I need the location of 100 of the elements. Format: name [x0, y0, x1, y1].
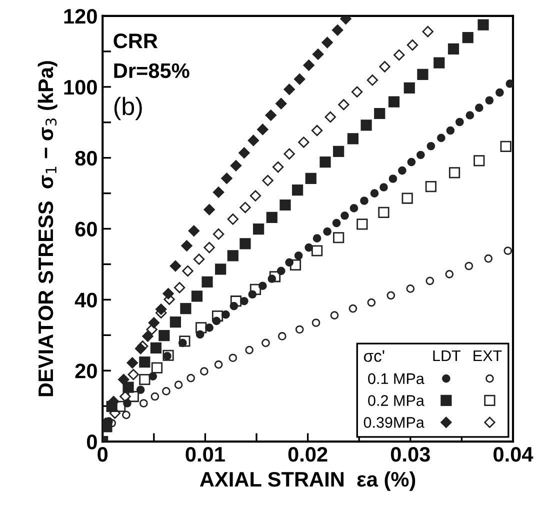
point	[500, 140, 512, 152]
point	[148, 317, 160, 328]
x-tick-label: 0.02	[288, 446, 328, 462]
annotation: EXT	[474, 350, 502, 362]
point	[348, 304, 358, 313]
point	[212, 186, 224, 198]
point	[437, 134, 446, 142]
point	[204, 204, 215, 216]
point	[350, 204, 358, 212]
point	[151, 362, 163, 374]
point	[338, 99, 350, 110]
point	[139, 356, 150, 368]
point	[139, 399, 148, 408]
point	[122, 410, 130, 420]
point	[356, 218, 368, 230]
point	[398, 166, 406, 175]
y-tick-label: 100	[64, 80, 97, 95]
point	[322, 36, 333, 48]
legend-title: σc'	[364, 350, 384, 362]
point	[402, 192, 413, 204]
annotation: (b)	[114, 96, 142, 120]
point	[367, 298, 376, 307]
point	[404, 82, 415, 94]
point	[214, 360, 223, 369]
point	[506, 80, 513, 88]
point	[425, 181, 436, 192]
point	[340, 211, 349, 220]
point	[311, 124, 323, 136]
point	[284, 84, 295, 95]
point	[478, 19, 489, 30]
point	[388, 174, 398, 183]
point	[268, 274, 276, 283]
point	[295, 325, 304, 334]
point	[142, 330, 154, 342]
point	[324, 111, 336, 123]
point	[360, 196, 368, 205]
point	[332, 218, 341, 228]
point	[379, 61, 390, 72]
point	[394, 49, 405, 61]
point	[312, 234, 322, 243]
point	[448, 167, 460, 178]
point	[227, 250, 238, 262]
point	[228, 354, 238, 362]
point	[200, 367, 208, 376]
point	[222, 310, 230, 319]
point	[248, 134, 260, 146]
point	[230, 160, 242, 172]
point	[323, 227, 332, 236]
point	[238, 147, 250, 158]
point	[495, 88, 504, 97]
y-tick-label: 120	[64, 8, 97, 24]
point	[262, 338, 270, 348]
point	[312, 318, 320, 327]
point	[258, 282, 267, 290]
point	[139, 374, 150, 386]
point	[150, 392, 160, 401]
point	[294, 252, 303, 260]
point	[174, 282, 186, 294]
point	[158, 330, 170, 342]
point	[351, 86, 363, 98]
point	[485, 96, 494, 105]
point	[215, 264, 226, 275]
point	[278, 332, 286, 340]
point	[474, 155, 485, 166]
point	[257, 124, 268, 136]
point	[250, 190, 262, 202]
point	[276, 98, 287, 110]
point	[170, 316, 181, 328]
x-axis-title: AXIAL STRAIN εa (%)	[200, 471, 416, 491]
annotation: Dr=85%	[114, 63, 190, 78]
point	[240, 238, 251, 250]
point	[155, 304, 167, 315]
point	[272, 161, 284, 173]
point	[370, 189, 379, 198]
point	[406, 284, 415, 293]
point	[266, 212, 278, 223]
point	[162, 288, 174, 300]
point	[303, 60, 314, 71]
y-tick-label: 40	[74, 292, 97, 308]
point	[332, 24, 344, 36]
point	[193, 254, 205, 265]
point	[170, 260, 182, 272]
point	[333, 232, 344, 244]
point	[230, 302, 238, 310]
y-tick-label: 0	[86, 434, 97, 450]
legend-label: 0.1 MPa	[368, 373, 424, 384]
legend-label: 0.2 MPa	[368, 395, 424, 406]
point	[182, 265, 194, 277]
point	[276, 266, 286, 276]
point	[448, 43, 460, 54]
point	[426, 142, 436, 150]
point	[292, 184, 304, 196]
annotation: LDT	[433, 350, 461, 362]
point	[434, 57, 445, 68]
y-tick-label: 60	[75, 222, 97, 237]
point	[134, 343, 146, 354]
point	[304, 243, 313, 252]
point	[426, 276, 434, 286]
point	[118, 374, 130, 386]
point	[122, 382, 134, 393]
